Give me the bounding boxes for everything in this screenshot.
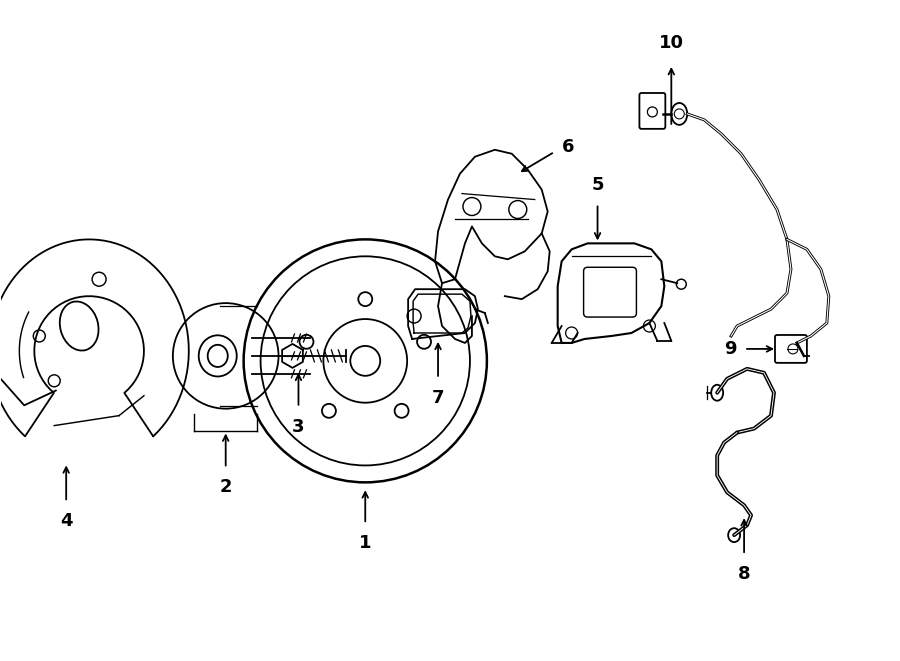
Text: 7: 7	[432, 389, 445, 407]
Text: 8: 8	[738, 565, 751, 583]
Text: 10: 10	[659, 34, 684, 52]
Text: 9: 9	[724, 340, 737, 358]
Text: 1: 1	[359, 534, 372, 552]
Text: 5: 5	[591, 176, 604, 194]
Text: 6: 6	[562, 137, 574, 156]
Text: 3: 3	[292, 418, 305, 436]
Text: 4: 4	[60, 512, 72, 530]
Text: 2: 2	[220, 479, 232, 496]
